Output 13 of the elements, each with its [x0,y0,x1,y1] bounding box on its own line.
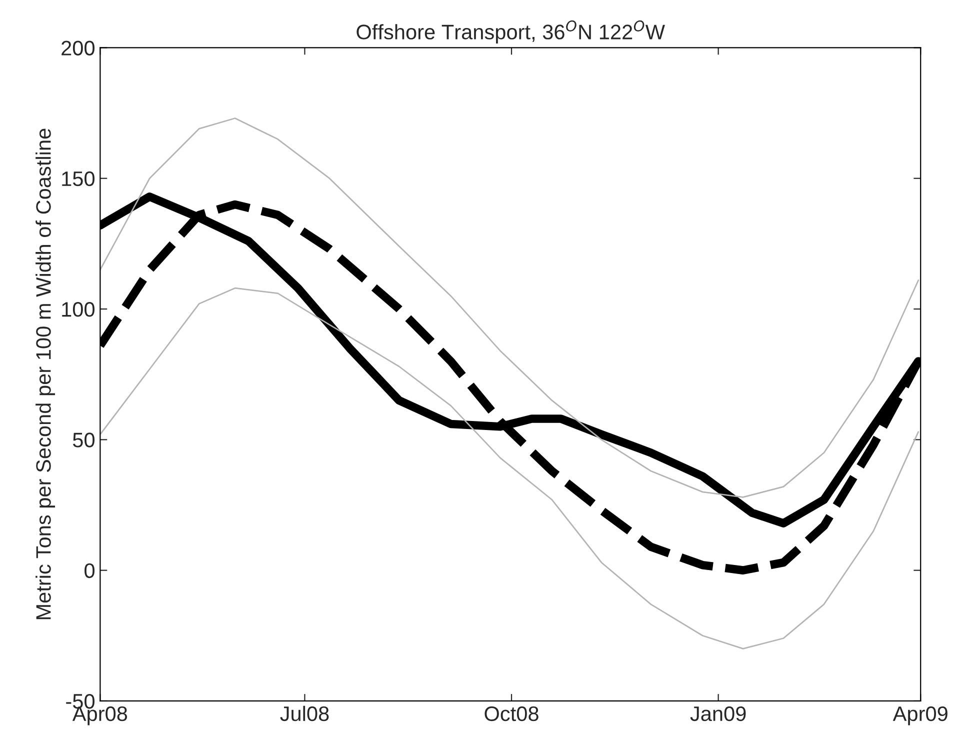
x-tick-label: Jan09 [690,706,746,722]
x-tick-label: Jul08 [280,706,329,722]
x-tick-label: Oct08 [484,706,538,722]
y-axis-title: Metric Tons per Second per 100 m Width of Coastline [36,128,55,620]
y-tick-label: 0 [84,563,94,578]
y-tick-label: 100 [62,302,94,317]
x-tick-label: Apr09 [892,706,948,726]
y-tick-label: 150 [62,171,94,186]
line-series [100,287,920,650]
line-series [100,118,920,498]
y-tick-label: 50 [72,432,94,448]
chart-title: Offshore Transport, 36$^{O}$N 122$^{O}$W [356,20,665,44]
y-tick-label: 200 [62,40,94,56]
